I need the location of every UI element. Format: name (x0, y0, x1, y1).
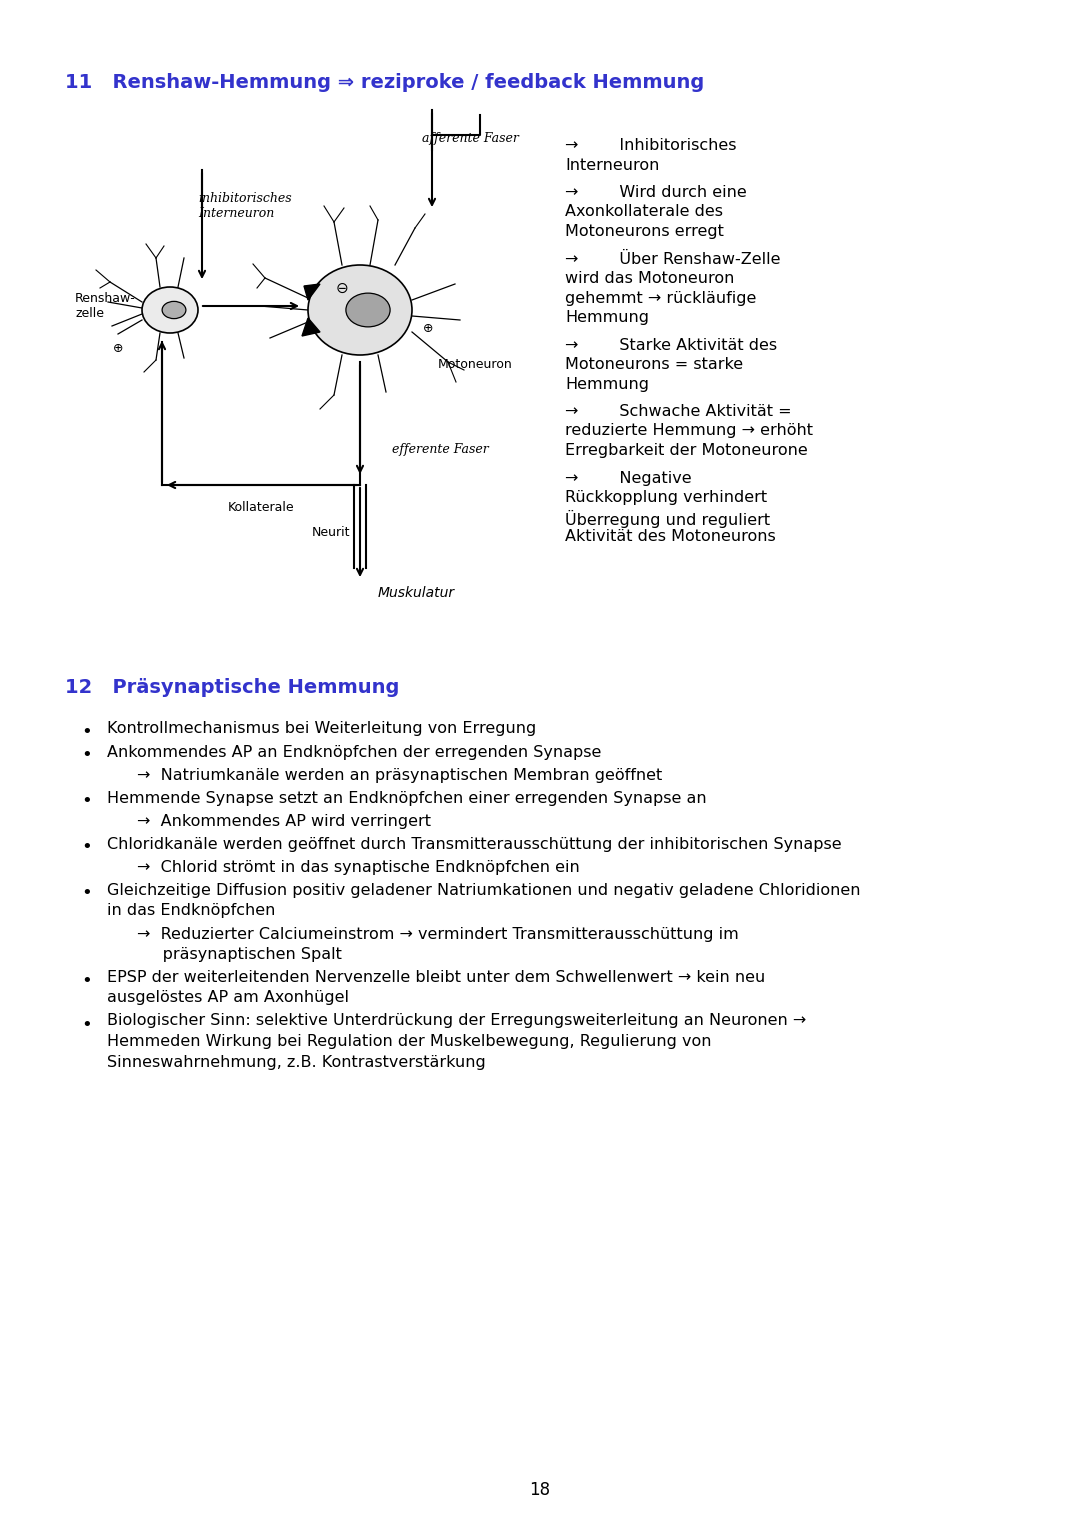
Text: →        Inhibitorisches: → Inhibitorisches (565, 137, 737, 153)
Ellipse shape (141, 287, 198, 333)
Text: EPSP der weiterleitenden Nervenzelle bleibt unter dem Schwellenwert → kein neu: EPSP der weiterleitenden Nervenzelle ble… (107, 970, 766, 985)
Text: Gleichzeitige Diffusion positiv geladener Natriumkationen und negativ geladene C: Gleichzeitige Diffusion positiv geladene… (107, 883, 861, 898)
Text: →  Natriumkanäle werden an präsynaptischen Membran geöffnet: → Natriumkanäle werden an präsynaptische… (137, 768, 662, 783)
Text: Überregung und reguliert: Überregung und reguliert (565, 510, 770, 527)
Text: →        Starke Aktivität des: → Starke Aktivität des (565, 337, 778, 353)
Text: →  Reduzierter Calciumeinstrom → vermindert Transmitterausschüttung im: → Reduzierter Calciumeinstrom → verminde… (137, 927, 739, 942)
Ellipse shape (308, 266, 411, 354)
Text: •: • (82, 793, 93, 811)
Text: Motoneuron: Motoneuron (438, 359, 513, 371)
Text: Hemmeden Wirkung bei Regulation der Muskelbewegung, Regulierung von: Hemmeden Wirkung bei Regulation der Musk… (107, 1034, 712, 1049)
Text: Kollaterale: Kollaterale (228, 501, 295, 515)
Text: Motoneurons erregt: Motoneurons erregt (565, 224, 724, 240)
Text: efferente Faser: efferente Faser (392, 443, 489, 455)
Ellipse shape (162, 301, 186, 319)
Text: Neurit: Neurit (312, 525, 351, 539)
Text: Muskulatur: Muskulatur (378, 586, 455, 600)
Ellipse shape (346, 293, 390, 327)
Text: ⊕: ⊕ (422, 322, 433, 334)
Text: Erregbarkeit der Motoneurone: Erregbarkeit der Motoneurone (565, 443, 808, 458)
Text: →        Negative: → Negative (565, 470, 691, 486)
Text: reduzierte Hemmung → erhöht: reduzierte Hemmung → erhöht (565, 423, 813, 438)
Text: →  Ankommendes AP wird verringert: → Ankommendes AP wird verringert (137, 814, 431, 829)
Text: Motoneurons = starke: Motoneurons = starke (565, 357, 743, 373)
Text: •: • (82, 971, 93, 989)
Text: →  Chlorid strömt in das synaptische Endknöpfchen ein: → Chlorid strömt in das synaptische Endk… (137, 860, 580, 875)
Polygon shape (303, 284, 320, 299)
Text: 12   Präsynaptische Hemmung: 12 Präsynaptische Hemmung (65, 678, 400, 696)
Text: Renshaw-
zelle: Renshaw- zelle (75, 292, 136, 321)
Text: 11   Renshaw-Hemmung ⇒ reziproke / feedback Hemmung: 11 Renshaw-Hemmung ⇒ reziproke / feedbac… (65, 73, 704, 92)
Text: Aktivität des Motoneurons: Aktivität des Motoneurons (565, 528, 775, 544)
Text: Sinneswahrnehmung, z.B. Kontrastverstärkung: Sinneswahrnehmung, z.B. Kontrastverstärk… (107, 1055, 486, 1069)
Text: •: • (82, 1015, 93, 1034)
Polygon shape (302, 318, 320, 336)
Text: Axonkollaterale des: Axonkollaterale des (565, 205, 723, 220)
Text: präsynaptischen Spalt: präsynaptischen Spalt (137, 947, 342, 962)
Text: ⊕: ⊕ (112, 342, 123, 354)
Text: in das Endknöpfchen: in das Endknöpfchen (107, 902, 275, 918)
Text: wird das Motoneuron: wird das Motoneuron (565, 270, 734, 286)
Text: Interneuron: Interneuron (565, 157, 660, 173)
Text: •: • (82, 838, 93, 857)
Text: afferente Faser: afferente Faser (422, 131, 518, 145)
Text: •: • (82, 884, 93, 902)
Text: Ankommendes AP an Endknöpfchen der erregenden Synapse: Ankommendes AP an Endknöpfchen der erreg… (107, 745, 602, 759)
Text: Hemmung: Hemmung (565, 310, 649, 325)
Text: →        Über Renshaw-Zelle: → Über Renshaw-Zelle (565, 252, 781, 267)
Text: •: • (82, 722, 93, 741)
Text: ⊖: ⊖ (336, 281, 349, 296)
Text: →        Schwache Aktivität =: → Schwache Aktivität = (565, 405, 792, 418)
Text: Hemmende Synapse setzt an Endknöpfchen einer erregenden Synapse an: Hemmende Synapse setzt an Endknöpfchen e… (107, 791, 706, 806)
Text: Chloridkanäle werden geöffnet durch Transmitterausschüttung der inhibitorischen : Chloridkanäle werden geöffnet durch Tran… (107, 837, 841, 852)
Text: →        Wird durch eine: → Wird durch eine (565, 185, 746, 200)
Text: Hemmung: Hemmung (565, 377, 649, 391)
Text: ausgelöstes AP am Axonhügel: ausgelöstes AP am Axonhügel (107, 989, 349, 1005)
Text: •: • (82, 747, 93, 765)
Text: Rückkopplung verhindert: Rückkopplung verhindert (565, 490, 767, 505)
Text: inhibitorisches
Interneuron: inhibitorisches Interneuron (198, 192, 292, 220)
Text: gehemmt → rückläufige: gehemmt → rückläufige (565, 290, 756, 305)
Text: 18: 18 (529, 1481, 551, 1500)
Text: Kontrollmechanismus bei Weiterleitung von Erregung: Kontrollmechanismus bei Weiterleitung vo… (107, 721, 537, 736)
Text: Biologischer Sinn: selektive Unterdrückung der Erregungsweiterleitung an Neurone: Biologischer Sinn: selektive Unterdrücku… (107, 1014, 807, 1029)
